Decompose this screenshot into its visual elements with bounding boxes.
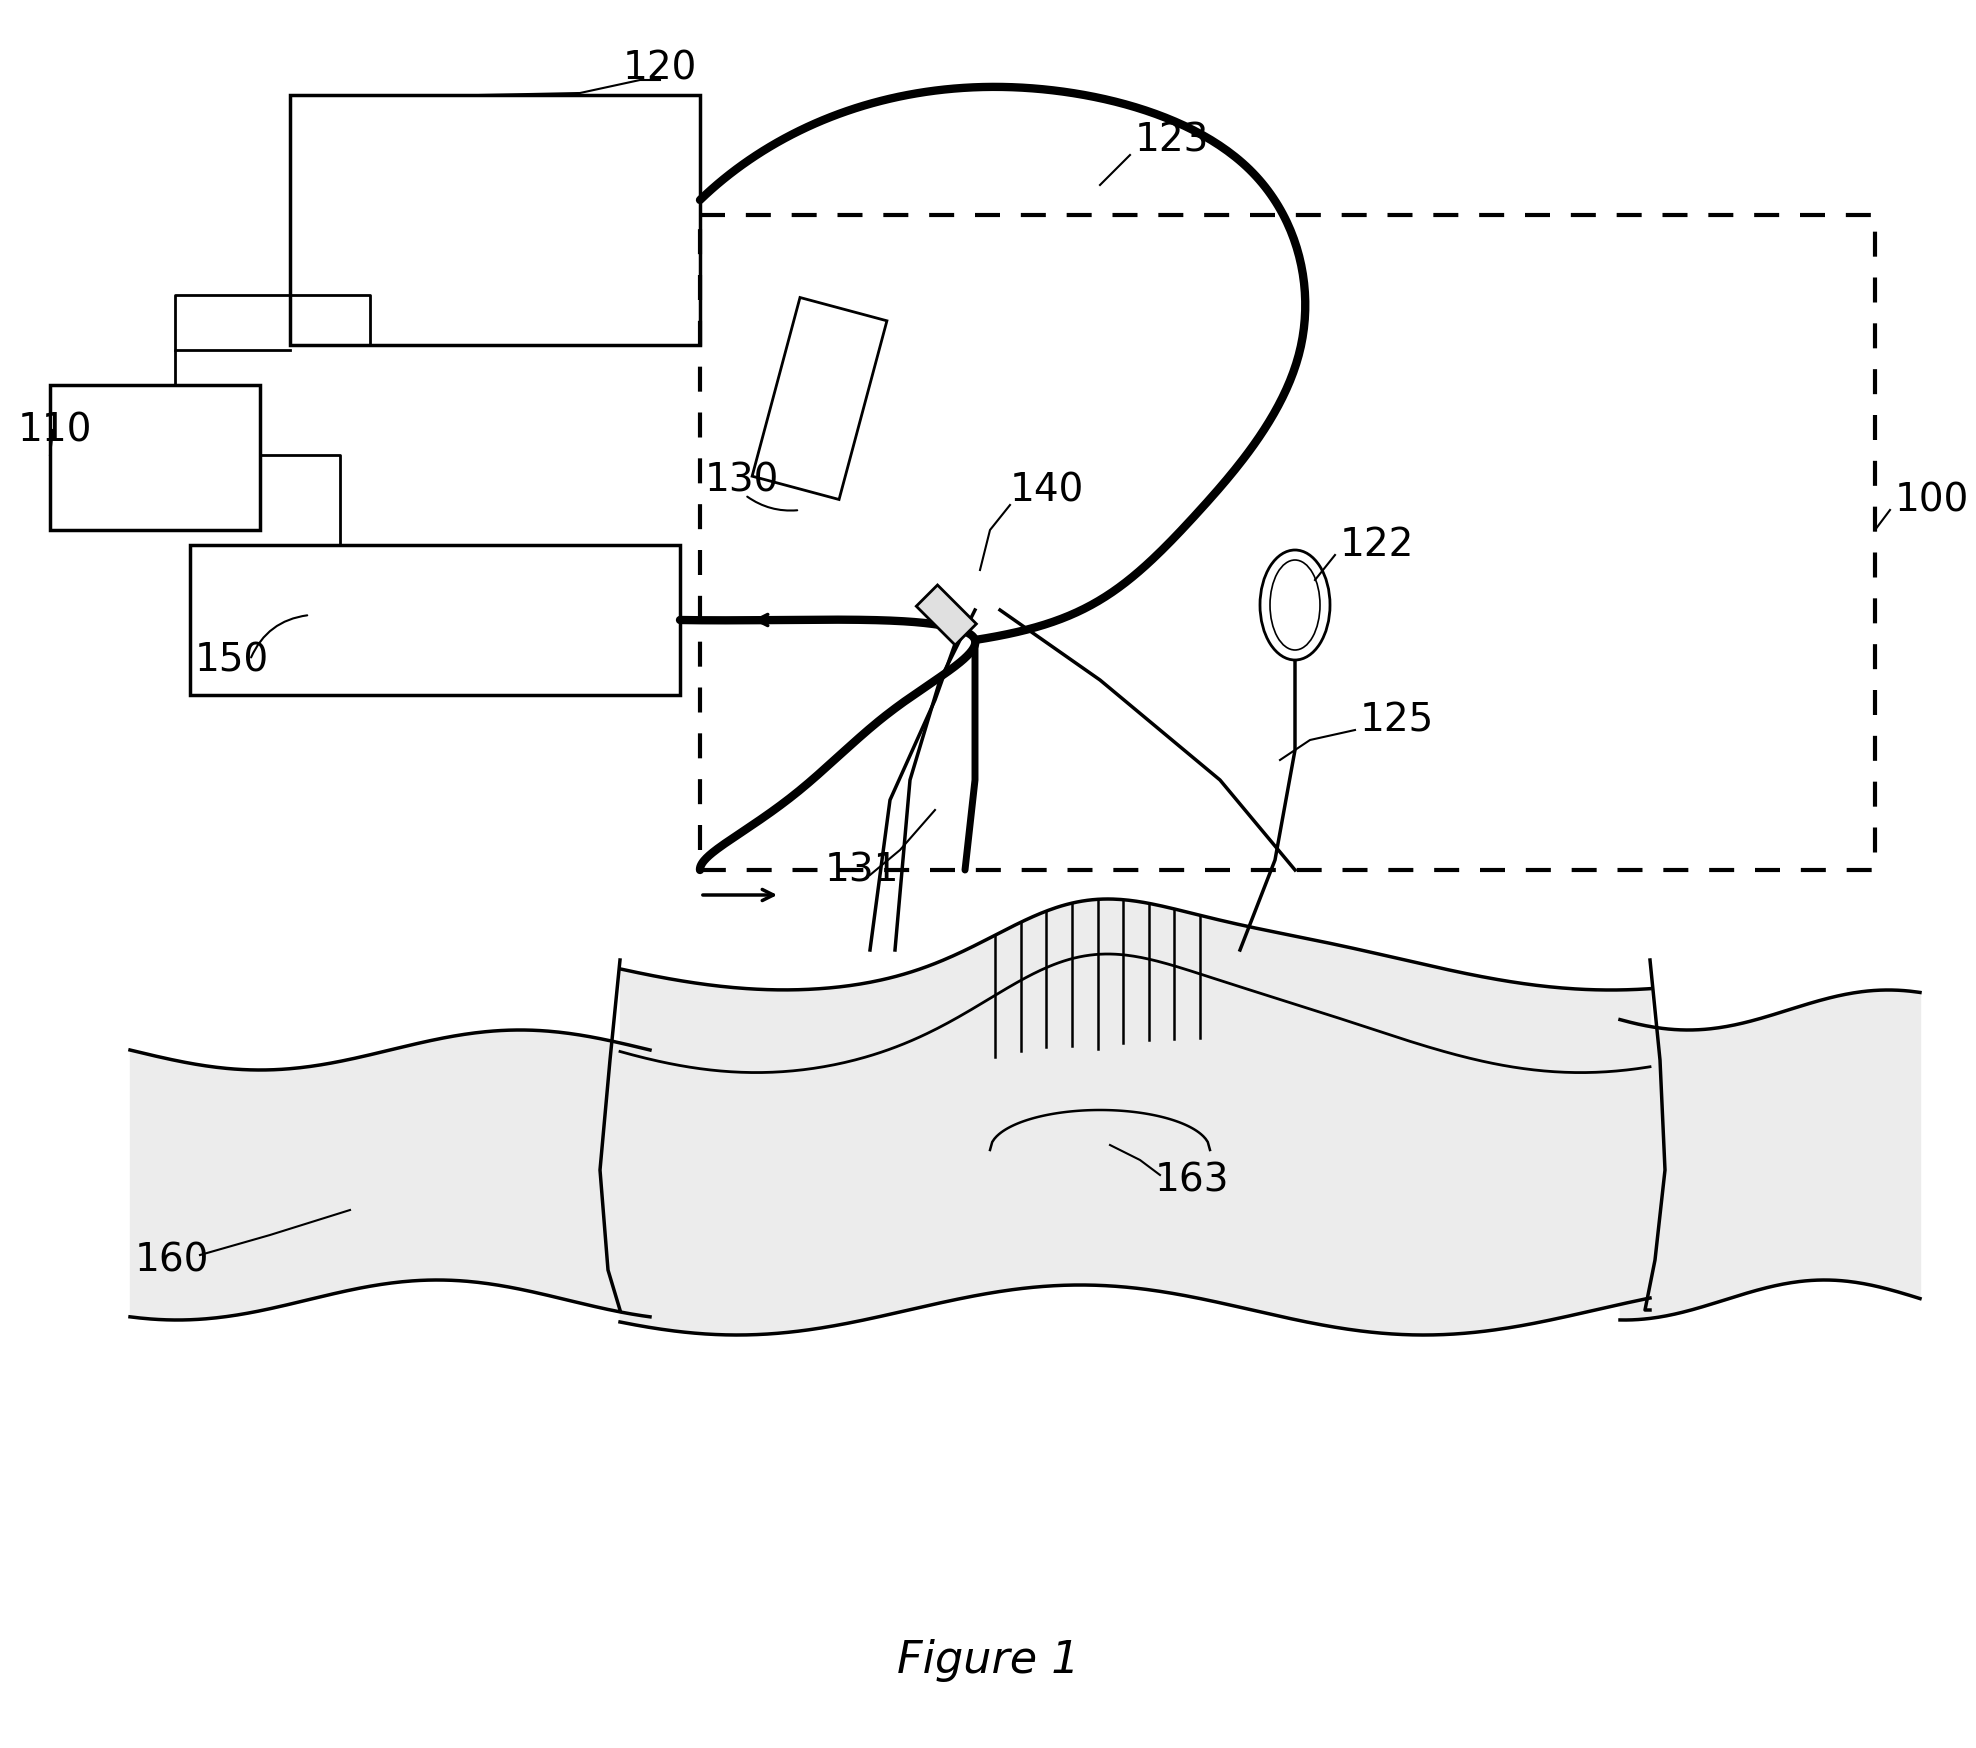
Text: 140: 140 — [1010, 470, 1085, 509]
Text: 122: 122 — [1340, 526, 1415, 565]
Bar — [753, 297, 887, 500]
Ellipse shape — [1261, 551, 1330, 661]
Text: 150: 150 — [196, 642, 269, 678]
Bar — [700, 215, 1875, 871]
Text: 125: 125 — [1359, 701, 1435, 739]
Text: 120: 120 — [622, 49, 698, 87]
Text: 100: 100 — [1895, 481, 1970, 519]
Text: 123: 123 — [1134, 121, 1209, 159]
Text: 160: 160 — [134, 1241, 209, 1280]
Text: 163: 163 — [1156, 1161, 1229, 1199]
Bar — [917, 586, 976, 645]
Text: Figure 1: Figure 1 — [897, 1638, 1079, 1682]
Text: 130: 130 — [705, 461, 779, 498]
Text: 110: 110 — [18, 411, 93, 449]
Text: 131: 131 — [826, 851, 899, 890]
